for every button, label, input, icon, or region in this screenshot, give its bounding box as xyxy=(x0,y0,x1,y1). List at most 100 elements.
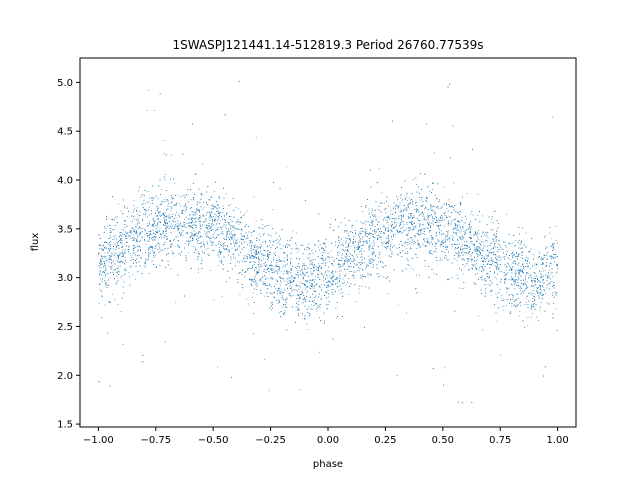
data-point xyxy=(148,259,149,261)
data-point xyxy=(219,251,221,253)
data-point xyxy=(338,278,340,279)
data-point xyxy=(426,238,428,240)
data-point xyxy=(402,210,404,212)
data-point xyxy=(419,196,421,198)
data-point xyxy=(270,309,272,311)
data-point xyxy=(429,231,431,233)
data-point xyxy=(103,252,105,254)
data-point xyxy=(251,244,253,246)
data-point xyxy=(333,259,335,261)
data-point xyxy=(119,232,121,233)
data-point xyxy=(292,279,294,281)
data-point xyxy=(227,249,229,251)
data-point xyxy=(207,248,209,250)
data-point xyxy=(466,229,468,230)
data-point xyxy=(276,300,277,301)
data-point xyxy=(217,229,219,230)
data-point xyxy=(308,253,310,255)
data-point xyxy=(505,278,506,279)
data-point xyxy=(471,243,473,244)
data-point xyxy=(416,209,418,210)
data-point xyxy=(461,252,463,253)
data-point xyxy=(153,226,155,228)
data-point xyxy=(490,295,492,297)
data-point xyxy=(435,233,437,234)
data-point xyxy=(213,207,215,209)
data-point xyxy=(264,295,266,297)
data-point xyxy=(132,237,133,238)
data-point xyxy=(438,222,440,223)
data-point xyxy=(444,235,446,237)
data-point xyxy=(170,244,172,246)
data-point xyxy=(255,137,257,139)
data-point xyxy=(538,320,539,321)
data-point xyxy=(243,215,244,216)
data-point xyxy=(507,272,508,274)
data-point xyxy=(444,237,446,239)
data-point xyxy=(352,256,354,258)
data-point xyxy=(420,213,422,215)
data-point xyxy=(185,216,187,218)
data-point xyxy=(259,246,261,248)
data-point xyxy=(108,250,110,252)
data-point xyxy=(147,191,149,192)
data-point xyxy=(411,267,412,269)
data-point xyxy=(140,240,141,242)
data-point xyxy=(252,267,253,269)
data-point xyxy=(284,310,286,312)
data-point xyxy=(219,260,220,262)
data-point xyxy=(481,245,482,247)
data-point xyxy=(318,240,320,241)
data-point xyxy=(319,317,320,318)
data-point xyxy=(256,249,257,251)
data-point xyxy=(360,274,362,276)
data-point xyxy=(205,233,206,235)
data-point xyxy=(329,261,331,262)
data-point xyxy=(328,296,330,298)
data-point xyxy=(462,234,463,236)
data-point xyxy=(231,237,232,238)
data-point xyxy=(159,265,161,266)
data-point xyxy=(500,257,502,259)
data-point xyxy=(548,283,550,285)
data-point xyxy=(389,229,391,230)
data-point xyxy=(134,208,135,210)
data-point xyxy=(282,245,284,247)
data-point xyxy=(165,235,166,237)
data-point xyxy=(520,305,521,306)
data-point xyxy=(498,260,500,261)
data-point xyxy=(554,285,555,286)
data-point xyxy=(512,262,514,264)
data-point xyxy=(322,280,324,282)
data-point xyxy=(445,244,447,246)
data-point xyxy=(316,308,317,310)
data-point xyxy=(458,243,460,245)
data-point xyxy=(540,270,542,272)
data-point xyxy=(350,246,352,247)
data-point xyxy=(230,259,232,260)
data-point xyxy=(355,271,357,273)
data-point xyxy=(277,302,279,304)
data-point xyxy=(309,301,311,302)
data-point xyxy=(337,264,339,265)
data-point xyxy=(341,255,343,257)
data-point xyxy=(219,196,220,197)
data-point xyxy=(148,197,150,199)
data-point xyxy=(199,243,200,244)
data-point xyxy=(290,284,291,286)
data-point xyxy=(184,243,186,245)
data-point xyxy=(158,198,159,199)
data-point xyxy=(467,245,468,246)
data-point xyxy=(340,278,341,280)
data-point xyxy=(409,244,411,246)
data-point xyxy=(424,216,426,218)
data-point xyxy=(398,230,400,232)
data-point xyxy=(511,253,512,255)
data-point xyxy=(492,222,494,223)
data-point xyxy=(332,230,334,232)
data-point xyxy=(369,260,371,262)
data-point xyxy=(325,271,327,272)
data-point xyxy=(512,263,514,264)
data-point xyxy=(515,280,516,281)
data-point xyxy=(137,225,138,227)
